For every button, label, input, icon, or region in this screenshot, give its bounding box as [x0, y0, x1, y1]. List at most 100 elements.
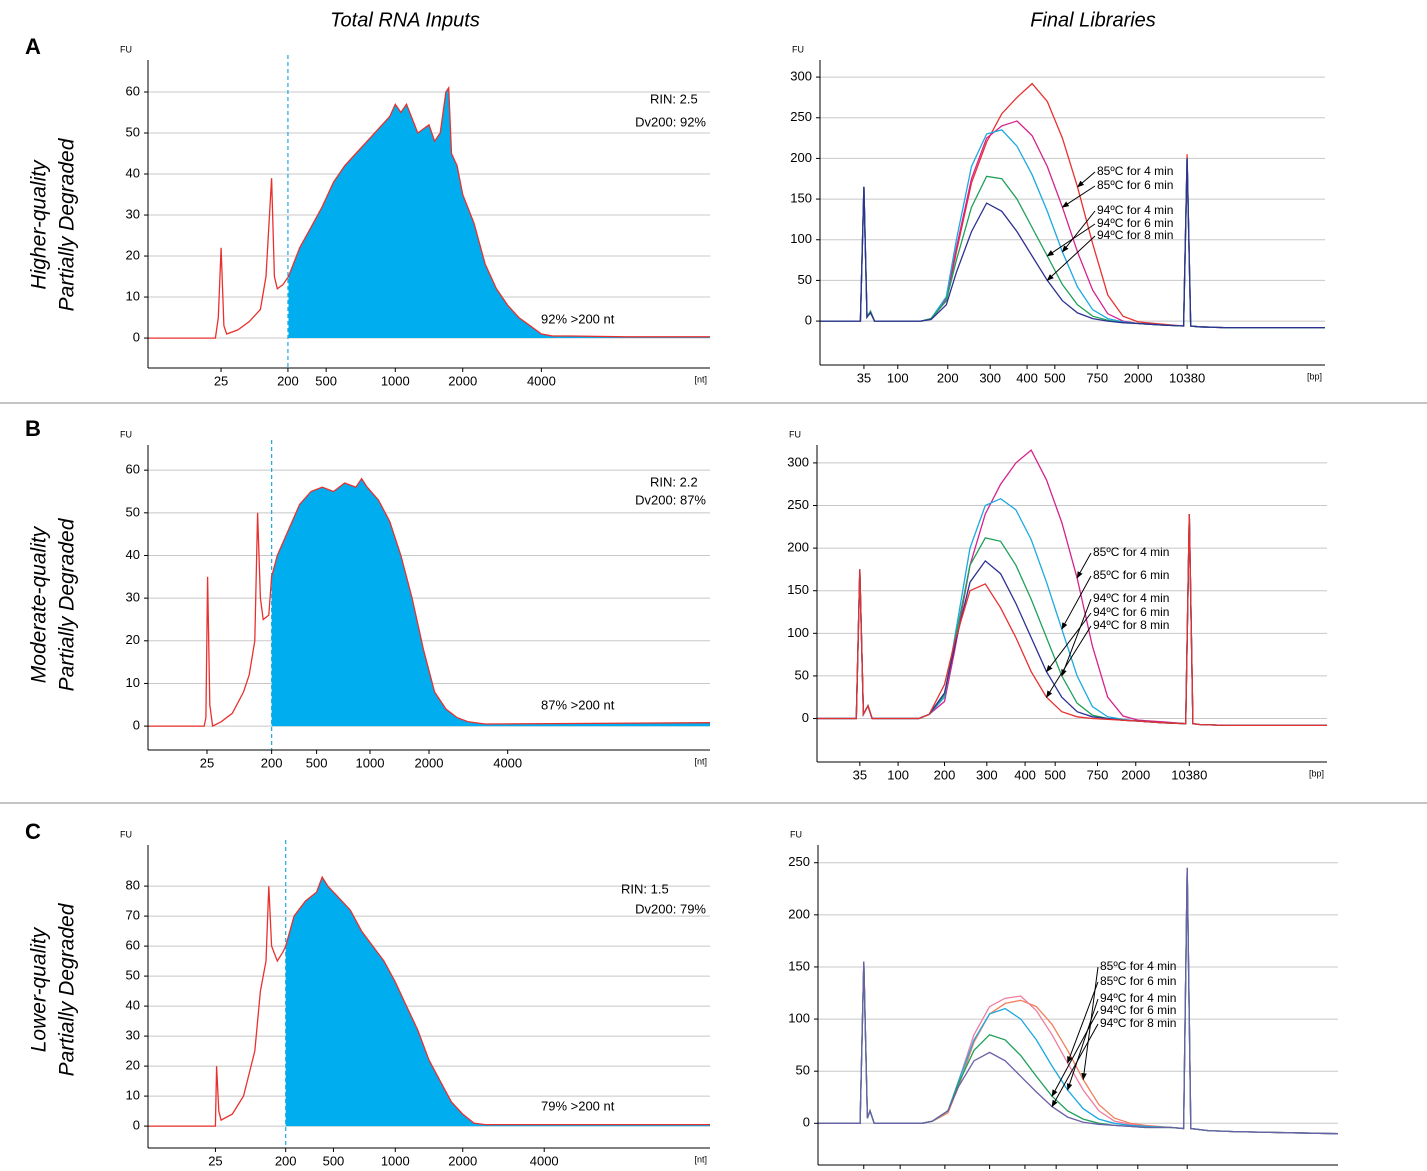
data-line — [148, 477, 711, 728]
x-tick-label: 300 — [976, 767, 998, 782]
row-letter: B — [25, 416, 41, 441]
y-tick-label: 40 — [126, 547, 140, 562]
legend-label: 94ºC for 8 min — [1100, 1016, 1176, 1030]
annotation: Dv200: 79% — [635, 901, 706, 916]
annotation: RIN: 2.2 — [650, 474, 698, 489]
y-tick-label: 10 — [126, 1088, 140, 1103]
legend-label: 94ºC for 4 min — [1093, 591, 1169, 605]
column-title: Total RNA Inputs — [330, 9, 480, 31]
x-tick-label: 200 — [275, 1153, 297, 1168]
row-label: Higher-quality — [28, 159, 51, 290]
x-tick-label: 200 — [261, 755, 283, 770]
annotation: 87% >200 nt — [541, 697, 615, 712]
legend-label: 94ºC for 8 min — [1097, 228, 1173, 242]
y-tick-label: 60 — [126, 938, 140, 953]
legend-arrow — [1046, 612, 1092, 673]
legend-label: 85ºC for 6 min — [1093, 568, 1169, 582]
y-tick-label: 30 — [126, 1028, 140, 1043]
x-tick-label: 200 — [937, 370, 959, 385]
x-tick-label: 200 — [277, 373, 299, 388]
legend-arrow — [1067, 981, 1099, 1064]
y-tick-label: 250 — [787, 497, 809, 512]
legend-arrow — [1061, 185, 1096, 208]
annotation: RIN: 1.5 — [621, 881, 669, 896]
annotation: Dv200: 92% — [635, 114, 706, 129]
legend-arrow — [1061, 598, 1092, 677]
shaded-area — [271, 478, 710, 727]
y-tick-label: 150 — [787, 582, 809, 597]
y-tick-label: 150 — [790, 191, 812, 206]
legend-label: 94ºC for 4 min — [1100, 991, 1176, 1005]
y-axis-label: FU — [120, 44, 132, 54]
x-tick-label: 2000 — [1124, 370, 1153, 385]
legend-arrow — [1051, 1010, 1099, 1097]
y-tick-label: 250 — [790, 109, 812, 124]
row-label: Moderate-quality — [28, 525, 51, 683]
x-tick-label: 35 — [853, 767, 867, 782]
x-tick-label: 100 — [887, 767, 909, 782]
y-tick-label: 0 — [802, 710, 809, 725]
x-tick-label: 500 — [1044, 370, 1066, 385]
x-tick-label: 25 — [208, 1153, 222, 1168]
legend-label: 94ºC for 6 min — [1093, 605, 1169, 619]
y-tick-label: 20 — [126, 1058, 140, 1073]
x-tick-label: 400 — [1014, 767, 1036, 782]
row-label: Partially Degraded — [56, 137, 79, 311]
annotation: Dv200: 87% — [635, 492, 706, 507]
x-unit: [nt] — [694, 374, 707, 384]
x-tick-label: 25 — [214, 373, 228, 388]
data-line — [818, 867, 1339, 1135]
legend-label: 94ºC for 8 min — [1093, 618, 1169, 632]
annotation: RIN: 2.5 — [650, 91, 698, 106]
x-tick-label: 500 — [1044, 767, 1066, 782]
legend-arrow — [1077, 171, 1096, 188]
y-tick-label: 50 — [126, 504, 140, 519]
data-line — [148, 85, 710, 339]
x-tick-label: 4000 — [530, 1153, 559, 1168]
y-tick-label: 10 — [126, 675, 140, 690]
x-unit: [bp] — [1309, 768, 1324, 778]
y-tick-label: 50 — [126, 124, 140, 139]
annotation: 79% >200 nt — [541, 1098, 615, 1113]
y-axis-label: FU — [120, 829, 132, 839]
y-tick-label: 10 — [126, 288, 140, 303]
y-axis-label: FU — [120, 429, 132, 439]
legend-arrow — [1061, 575, 1092, 630]
data-line — [148, 875, 710, 1127]
x-unit: [nt] — [694, 756, 707, 766]
legend-arrow — [1076, 552, 1092, 579]
y-tick-label: 50 — [796, 1063, 810, 1078]
data-line — [820, 82, 1325, 329]
x-tick-label: 10380 — [1171, 767, 1207, 782]
y-tick-label: 300 — [787, 454, 809, 469]
data-line — [817, 513, 1327, 727]
legend-arrow — [1046, 235, 1096, 281]
row-letter: C — [25, 819, 41, 844]
row-label: Partially Degraded — [56, 902, 79, 1076]
y-tick-label: 100 — [787, 625, 809, 640]
legend-arrow — [1081, 966, 1099, 1081]
x-tick-label: 1000 — [381, 373, 410, 388]
shaded-area — [285, 877, 710, 1127]
legend-label: 85ºC for 4 min — [1100, 959, 1176, 973]
x-tick-label: 2000 — [1121, 767, 1150, 782]
x-tick-label: 1000 — [356, 755, 385, 770]
y-tick-label: 0 — [133, 329, 140, 344]
y-tick-label: 80 — [126, 878, 140, 893]
y-tick-label: 250 — [788, 854, 810, 869]
legend-arrow — [1061, 210, 1096, 253]
row-label: Partially Degraded — [56, 517, 79, 691]
y-tick-label: 20 — [126, 632, 140, 647]
y-axis-label: FU — [790, 829, 802, 839]
y-tick-label: 0 — [805, 313, 812, 328]
x-tick-label: 100 — [887, 370, 909, 385]
x-tick-label: 750 — [1087, 767, 1109, 782]
data-line — [820, 158, 1325, 329]
row-letter: A — [25, 34, 41, 59]
legend-label: 85ºC for 6 min — [1097, 178, 1173, 192]
legend-arrow — [1051, 1023, 1099, 1108]
data-line — [818, 867, 1339, 1135]
y-axis-label: FU — [789, 429, 801, 439]
legend-arrow — [1046, 223, 1096, 257]
